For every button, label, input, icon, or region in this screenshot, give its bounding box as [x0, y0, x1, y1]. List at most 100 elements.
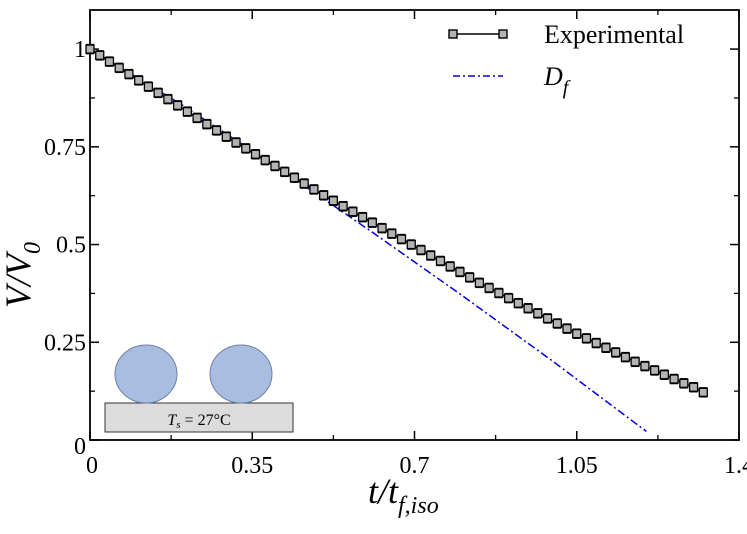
data-point-experimental: [114, 63, 124, 73]
data-point-experimental: [562, 323, 572, 334]
data-point-experimental: [552, 318, 562, 329]
data-point-experimental: [426, 250, 436, 261]
inset-substrate: [104, 402, 294, 433]
x-tick-label: 1.05: [556, 453, 598, 479]
data-point-experimental: [85, 44, 95, 54]
x-tick-label: 0.7: [400, 453, 430, 479]
data-point-experimental: [260, 155, 270, 165]
data-point-experimental: [581, 333, 592, 344]
data-point-experimental: [172, 100, 183, 111]
x-axis-title-sub: f,iso: [398, 493, 439, 519]
y-tick-label: 1: [74, 37, 86, 63]
data-point-experimental: [134, 75, 144, 86]
y-axis-title: V/V0: [0, 242, 46, 308]
y-tick-label: 0.5: [56, 233, 86, 259]
legend-marker-left: [448, 29, 458, 39]
data-point-experimental: [309, 184, 319, 195]
legend-entry-df: Df: [453, 62, 571, 99]
series-df-line: [89, 48, 647, 432]
data-point-experimental: [688, 382, 699, 392]
data-point-experimental: [503, 293, 514, 303]
data-point-experimental: [387, 228, 397, 239]
data-point-experimental: [542, 313, 553, 324]
data-point-experimental: [601, 343, 611, 353]
data-point-experimental: [494, 288, 504, 298]
data-point-experimental: [221, 132, 231, 142]
data-point-experimental: [533, 308, 543, 318]
data-point-experimental: [611, 347, 621, 358]
legend-label-df-main: D: [543, 62, 563, 91]
y-axis-title-sub: 0: [20, 242, 46, 254]
data-point-experimental: [649, 365, 660, 376]
data-point-experimental: [406, 239, 416, 250]
data-point-experimental: [211, 125, 222, 136]
x-axis-title: t/tf,iso: [368, 471, 439, 519]
y-axis-title-main: V/V: [0, 250, 38, 308]
data-point-experimental: [591, 338, 601, 348]
data-point-experimental: [153, 88, 163, 98]
x-tick-label: 1.4: [724, 453, 747, 479]
data-point-experimental: [435, 256, 446, 266]
data-point-experimental: [484, 283, 494, 293]
data-point-experimental: [640, 361, 650, 371]
legend-label-experimental: Experimental: [544, 20, 684, 49]
series-experimental-line: [89, 48, 704, 393]
inset-label: Ts = 27°C: [167, 412, 230, 431]
data-point-experimental: [143, 81, 154, 92]
data-point-experimental: [698, 387, 708, 397]
x-tick-label: 0.35: [231, 453, 273, 479]
data-point-experimental: [202, 119, 212, 129]
data-point-experimental: [280, 167, 290, 177]
data-point-experimental: [231, 137, 241, 148]
legend-label-df: Df: [543, 62, 571, 99]
data-point-experimental: [396, 234, 407, 244]
data-point-experimental: [124, 69, 134, 79]
data-point-experimental: [328, 196, 339, 206]
y-tick-label: 0: [74, 434, 86, 460]
inset-illustration: Ts = 27°C: [104, 344, 294, 433]
data-point-experimental: [299, 178, 309, 189]
inset-label-main: T: [167, 412, 177, 429]
data-point-experimental: [474, 278, 485, 288]
data-point-experimental: [630, 357, 640, 367]
x-tick-label: 0: [86, 453, 98, 479]
y-tick-label: 0.75: [44, 135, 86, 161]
inset-droplet-right: [209, 344, 273, 404]
axis-ticks: 0 0.35 0.7 1.05 1.4 0 0.25 0.5 0.75 1: [44, 10, 747, 479]
data-point-experimental: [416, 245, 426, 255]
data-point-experimental: [318, 190, 329, 200]
data-point-experimental: [513, 298, 523, 308]
data-point-experimental: [620, 352, 631, 362]
data-point-experimental: [104, 56, 115, 67]
data-point-experimental: [572, 329, 582, 339]
data-point-experimental: [250, 149, 261, 159]
series-layer: [85, 43, 708, 432]
data-point-experimental: [289, 173, 300, 183]
legend-marker-right: [498, 29, 508, 39]
data-point-experimental: [669, 374, 679, 384]
data-point-experimental: [163, 94, 173, 104]
data-point-experimental: [445, 261, 455, 272]
y-tick-label: 0.25: [44, 330, 86, 356]
inset-label-rest: = 27°C: [181, 412, 231, 429]
legend: Experimental Df: [448, 20, 684, 99]
data-point-experimental: [270, 161, 280, 171]
inset-droplet-left: [114, 344, 178, 404]
data-point-experimental: [357, 212, 368, 222]
data-point-experimental: [679, 378, 689, 388]
data-point-experimental: [465, 272, 475, 283]
data-point-experimental: [523, 303, 533, 313]
data-point-experimental: [95, 50, 105, 60]
data-point-experimental: [348, 207, 358, 217]
data-point-experimental: [338, 201, 348, 211]
data-point-experimental: [192, 113, 202, 123]
inset-label-sub: s: [176, 419, 180, 431]
data-point-experimental: [241, 143, 251, 154]
x-axis-title-main: t/t: [368, 471, 399, 511]
data-point-experimental: [182, 106, 193, 117]
data-point-experimental: [455, 267, 465, 277]
legend-label-df-sub: f: [563, 77, 571, 99]
data-point-experimental: [367, 218, 377, 228]
plot-area-frame: [89, 9, 740, 441]
